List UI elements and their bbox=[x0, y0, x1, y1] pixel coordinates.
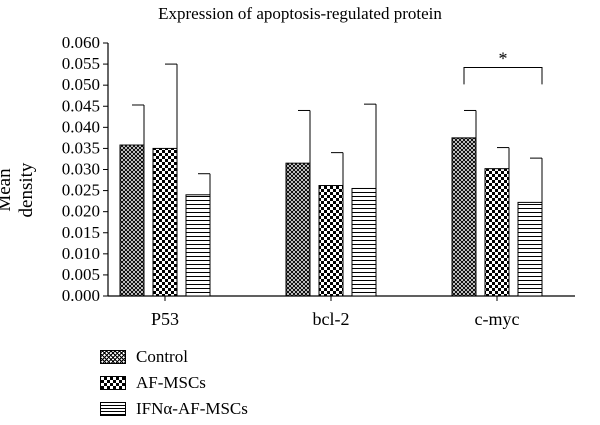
bar-af-mscs-p53 bbox=[152, 147, 178, 297]
bar-control-bcl-2 bbox=[285, 162, 311, 297]
legend-label-ifn-af-mscs: IFNα-AF-MSCs bbox=[136, 399, 248, 418]
legend-label-af-mscs: AF-MSCs bbox=[136, 373, 206, 392]
legend-item-ifn-af-mscs: IFNα-AF-MSCs bbox=[100, 396, 248, 422]
y-tick-label: 0.005 bbox=[62, 265, 100, 284]
legend-swatch-ifn-af-mscs bbox=[100, 402, 126, 416]
y-tick-label: 0.000 bbox=[62, 286, 100, 305]
y-tick-label: 0.010 bbox=[62, 244, 100, 263]
bar-control-c-myc bbox=[451, 137, 477, 297]
legend-swatch-af-mscs bbox=[100, 376, 126, 390]
legend-item-af-mscs: AF-MSCs bbox=[100, 370, 248, 396]
bar-ifn-af-mscs-c-myc bbox=[517, 201, 543, 297]
axis-labels: 0.000 0.005 0.010 0.015 0.020 0.025 0.030 0.035… bbox=[62, 33, 520, 329]
y-tick-label: 0.040 bbox=[62, 117, 100, 136]
y-tick-label: 0.060 bbox=[62, 33, 100, 52]
legend-label-control: Control bbox=[136, 347, 188, 366]
y-tick-label: 0.045 bbox=[62, 96, 100, 115]
error-bars bbox=[132, 63, 543, 203]
y-tick-label: 0.035 bbox=[62, 138, 100, 157]
y-tick-label: 0.025 bbox=[62, 181, 100, 200]
x-tick-label: P53 bbox=[151, 309, 179, 329]
bar-af-mscs-c-myc bbox=[484, 168, 510, 297]
annotations: * bbox=[463, 48, 543, 85]
bar-af-mscs-bcl-2 bbox=[318, 185, 344, 297]
chart-title: Expression of apoptosis-regulated protei… bbox=[158, 4, 442, 23]
legend: Control AF-MSCs IFNα-AF-MSCs bbox=[100, 344, 248, 422]
significance-bracket bbox=[463, 66, 543, 85]
y-axis-label: Mean density bbox=[0, 162, 37, 218]
bars bbox=[119, 137, 543, 297]
legend-item-control: Control bbox=[100, 344, 248, 370]
bar-ifn-af-mscs-bcl-2 bbox=[351, 187, 377, 297]
y-tick-label: 0.015 bbox=[62, 223, 100, 242]
bar-control-p53 bbox=[119, 144, 145, 297]
significance-marker: * bbox=[499, 48, 508, 68]
y-tick-label: 0.055 bbox=[62, 54, 100, 73]
y-tick-label: 0.030 bbox=[62, 160, 100, 179]
bar-ifn-af-mscs-p53 bbox=[185, 194, 211, 297]
x-tick-label: c-myc bbox=[475, 309, 520, 329]
y-tick-label: 0.020 bbox=[62, 202, 100, 221]
legend-swatch-control bbox=[100, 350, 126, 364]
y-tick-label: 0.050 bbox=[62, 75, 100, 94]
x-tick-label: bcl-2 bbox=[313, 309, 350, 329]
